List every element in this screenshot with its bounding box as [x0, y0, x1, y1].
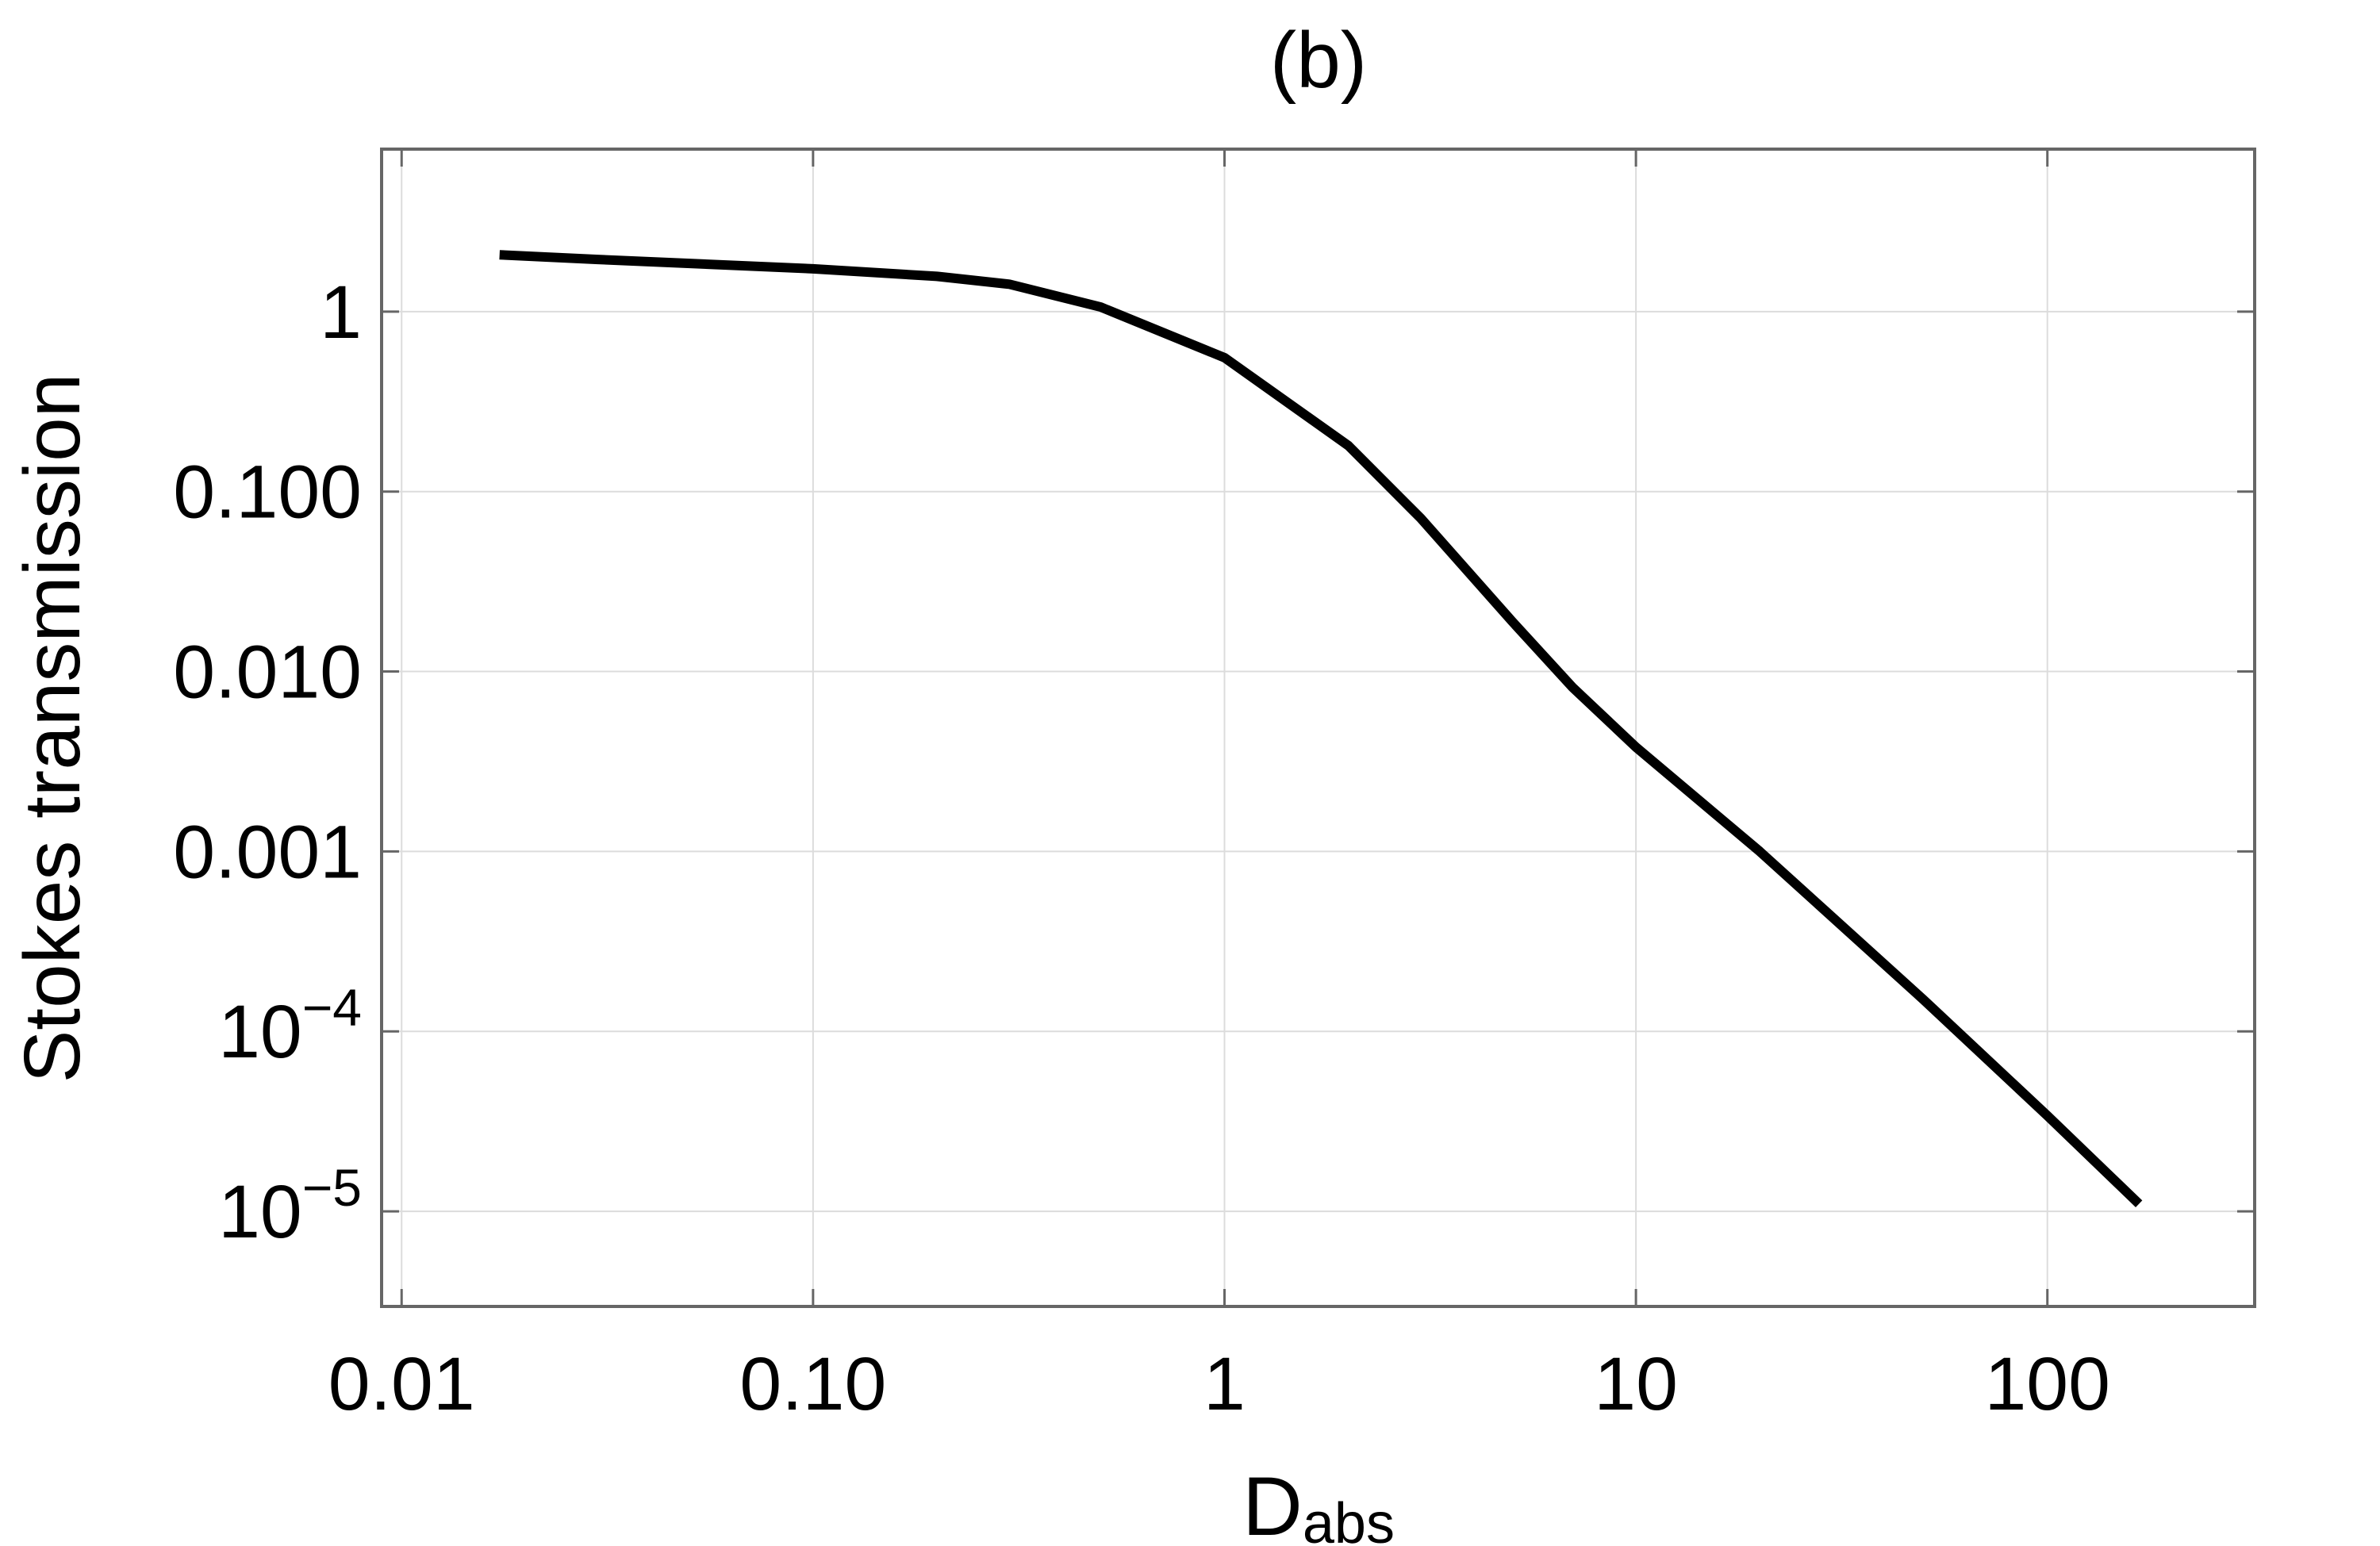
- y-tick-label: 0.001: [173, 810, 362, 894]
- y-tick-label-exponent: −4: [302, 978, 362, 1037]
- chart-title: (b): [1270, 16, 1367, 105]
- y-tick-label-base: 1: [320, 270, 362, 355]
- plot-frame: [380, 148, 2256, 1308]
- y-axis-label: Stokes transmission: [8, 374, 97, 1084]
- y-tick-label: 0.100: [173, 451, 362, 535]
- x-tick-label: 10: [1594, 1342, 1678, 1426]
- x-axis-label-main: D: [1242, 1460, 1303, 1546]
- y-tick-label-base: 0.001: [173, 810, 362, 894]
- y-tick-label-base: 10: [218, 1170, 302, 1254]
- x-tick-label: 1: [1203, 1342, 1246, 1426]
- y-tick-label: 10−5: [218, 1158, 362, 1254]
- y-tick-label: 0.010: [173, 631, 362, 715]
- x-tick-label: 0.10: [739, 1342, 886, 1426]
- data-line: [499, 250, 2143, 1208]
- x-axis-label: Dabs: [1242, 1460, 1395, 1546]
- y-tick-label: 10−4: [218, 978, 362, 1074]
- y-tick-label-base: 0.010: [173, 631, 362, 715]
- x-axis-label-subscript: abs: [1303, 1492, 1395, 1546]
- y-tick-label-exponent: −5: [302, 1158, 362, 1217]
- y-tick-label-base: 0.100: [173, 451, 362, 535]
- y-tick-label: 1: [320, 270, 362, 355]
- y-tick-label-base: 10: [218, 990, 302, 1074]
- x-tick-label: 0.01: [328, 1342, 475, 1426]
- x-tick-label: 100: [1984, 1342, 2110, 1426]
